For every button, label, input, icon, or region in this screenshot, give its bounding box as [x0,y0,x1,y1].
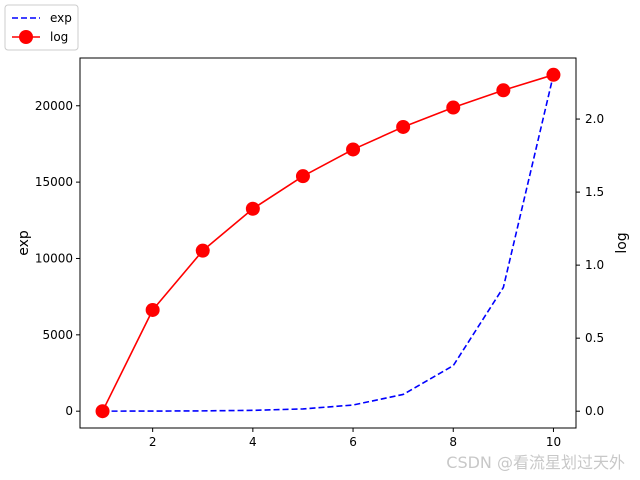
series-line-log [101,74,554,412]
x-tick-label: 6 [349,435,357,449]
left-y-tick-label: 10000 [35,251,73,265]
data-point-log-3 [195,243,210,258]
left-y-tick-label: 5000 [42,328,73,342]
data-point-log-10 [546,67,561,82]
x-tick-label: 8 [449,435,457,449]
x-tick-label: 10 [546,435,561,449]
plot-area [95,67,561,419]
data-point-log-5 [295,169,310,184]
legend-label-exp: exp [50,11,72,25]
data-point-log-8 [446,100,461,115]
right-y-tick-label: 0.5 [585,331,604,345]
legend: exp log [4,4,79,51]
legend-marker-log [19,30,33,44]
data-point-log-6 [346,142,361,157]
right-y-tick-label: 2.0 [585,112,604,126]
left-axis-label: exp [16,230,32,256]
data-point-log-7 [396,119,411,134]
left-y-tick-label: 15000 [35,175,73,189]
data-point-log-2 [145,302,160,317]
watermark: CSDN @看流星划过天外 [446,453,625,472]
data-point-log-9 [496,83,511,98]
right-y-tick-label: 0.0 [585,404,604,418]
x-tick-label: 2 [149,435,157,449]
left-y-tick-label: 0 [65,404,73,418]
series-line-exp [102,74,555,412]
data-point-log-1 [95,404,110,419]
axes: 2 4 6 8 10 0 5000 10000 15000 20000 0.0 0.5 1.0 1.5 2.… [35,57,604,449]
right-y-tick-label: 1.5 [585,185,604,199]
data-point-log-4 [245,201,260,216]
legend-label-log: log [50,30,68,44]
x-tick-label: 4 [249,435,257,449]
right-axis-label: log [614,232,630,253]
left-y-tick-label: 20000 [35,99,73,113]
plot-frame [79,57,577,429]
right-y-tick-label: 1.0 [585,258,604,272]
